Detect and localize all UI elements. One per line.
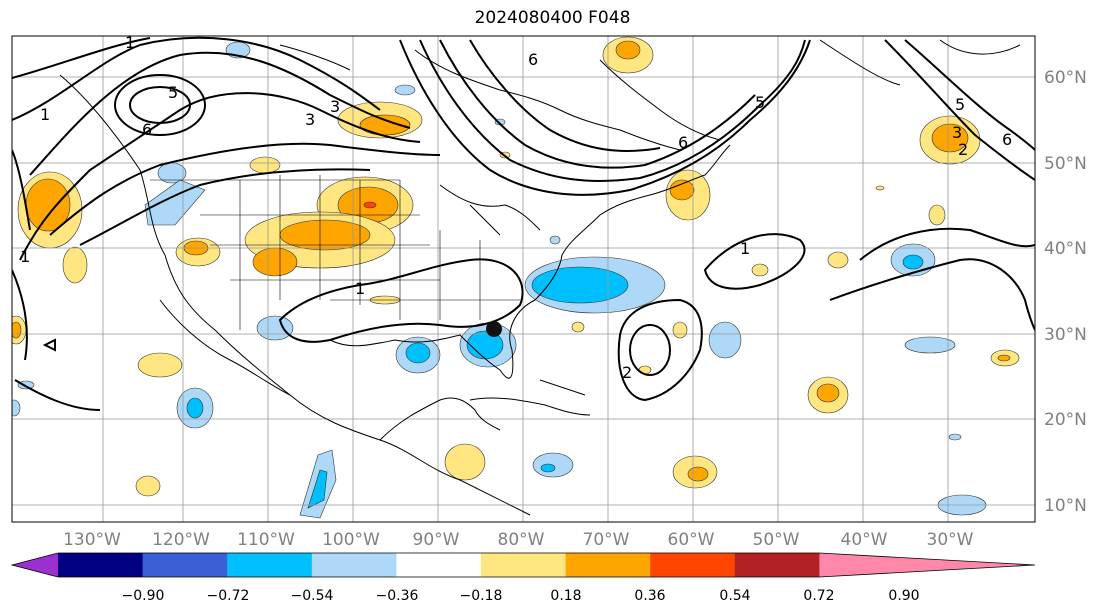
lat-tick-label: 40°N bbox=[1044, 239, 1087, 259]
contour-label: 3 bbox=[330, 97, 340, 116]
colorbar-tick-label: −0.18 bbox=[460, 588, 503, 604]
contour-label: 2 bbox=[958, 140, 968, 159]
lat-tick-label: 60°N bbox=[1044, 68, 1087, 88]
contour-label: 3 bbox=[952, 123, 962, 142]
shaded-field-negative bbox=[12, 41, 987, 519]
lon-tick-label: 50°W bbox=[753, 530, 800, 550]
contour-label: 1 bbox=[355, 279, 365, 298]
lat-tick-label: 20°N bbox=[1044, 410, 1087, 430]
contour-label-group: 1 1 1 1 1 2 3 3 5 5 5 6 6 6 6 2 3 bbox=[20, 33, 1012, 382]
contour-label: 1 bbox=[20, 247, 30, 266]
colorbar-outline bbox=[10, 552, 1036, 578]
map-title: 2024080400 F048 bbox=[474, 8, 631, 28]
map-frame bbox=[11, 35, 1036, 523]
contour-label: 3 bbox=[305, 110, 315, 129]
contour-label: 6 bbox=[528, 50, 538, 69]
colorbar-tick-label: −0.72 bbox=[207, 588, 250, 604]
map-gridlines bbox=[12, 36, 1035, 522]
colorbar-segment bbox=[142, 553, 228, 577]
lon-tick-label: 110°W bbox=[237, 530, 295, 550]
contour-label: 1 bbox=[740, 239, 750, 258]
lon-tick-label: 70°W bbox=[583, 530, 630, 550]
colorbar-tick-label: −0.54 bbox=[291, 588, 334, 604]
contour-label: 1 bbox=[40, 105, 50, 124]
colorbar-tick-label: 0.18 bbox=[550, 588, 581, 604]
lon-tick-label: 100°W bbox=[322, 530, 380, 550]
contour-label: 5 bbox=[955, 95, 965, 114]
contour-label: 5 bbox=[168, 83, 178, 102]
lon-tick-label: 80°W bbox=[498, 530, 545, 550]
colorbar-tick-label: 0.90 bbox=[888, 588, 919, 604]
contour-label: 6 bbox=[1002, 130, 1012, 149]
colorbar-tick-label: 0.72 bbox=[803, 588, 834, 604]
lon-tick-label: 30°W bbox=[927, 530, 974, 550]
colorbar-segment bbox=[58, 553, 144, 577]
contour-label: 6 bbox=[678, 133, 688, 152]
colorbar-segment bbox=[481, 553, 567, 577]
colorbar bbox=[10, 552, 1036, 578]
colorbar-extend-max bbox=[819, 553, 1035, 577]
colorbar-segment bbox=[396, 553, 482, 577]
contour-label: 1 bbox=[125, 33, 135, 52]
storm-center-marker bbox=[486, 321, 502, 337]
colorbar-segment bbox=[650, 553, 736, 577]
colorbar-extend-min bbox=[12, 553, 58, 577]
contour-label: 5 bbox=[755, 93, 765, 112]
colorbar-segment bbox=[311, 553, 397, 577]
contour-label: 2 bbox=[622, 363, 632, 382]
colorbar-tick-label: −0.90 bbox=[122, 588, 165, 604]
colorbar-segment bbox=[734, 553, 820, 577]
colorbar-tick-labels: −0.90 −0.72 −0.54 −0.36 −0.18 0.18 0.36 … bbox=[122, 588, 920, 604]
lon-tick-label: 40°W bbox=[841, 530, 888, 550]
contour-label: 6 bbox=[142, 120, 152, 139]
colorbar-tick-label: −0.36 bbox=[376, 588, 419, 604]
lon-tick-label: 130°W bbox=[63, 530, 121, 550]
lon-tick-labels: 130°W 120°W 110°W 100°W 90°W 80°W 70°W 6… bbox=[63, 530, 974, 550]
lon-tick-label: 120°W bbox=[152, 530, 210, 550]
colorbar-segment bbox=[227, 553, 313, 577]
colorbar-tick-label: 0.36 bbox=[634, 588, 665, 604]
lon-tick-label: 90°W bbox=[413, 530, 460, 550]
colorbar-tick-label: 0.54 bbox=[719, 588, 750, 604]
contour-lines bbox=[12, 36, 1035, 411]
lon-tick-label: 60°W bbox=[668, 530, 715, 550]
lat-tick-labels: 60°N 50°N 40°N 30°N 20°N 10°N bbox=[1044, 68, 1087, 516]
lat-tick-label: 50°N bbox=[1044, 154, 1087, 174]
shaded-field-positive bbox=[12, 36, 1020, 497]
state-borders bbox=[150, 175, 520, 330]
lat-tick-label: 10°N bbox=[1044, 496, 1087, 516]
lat-tick-label: 30°N bbox=[1044, 325, 1087, 345]
coastlines bbox=[59, 39, 1021, 516]
colorbar-segment bbox=[565, 553, 651, 577]
